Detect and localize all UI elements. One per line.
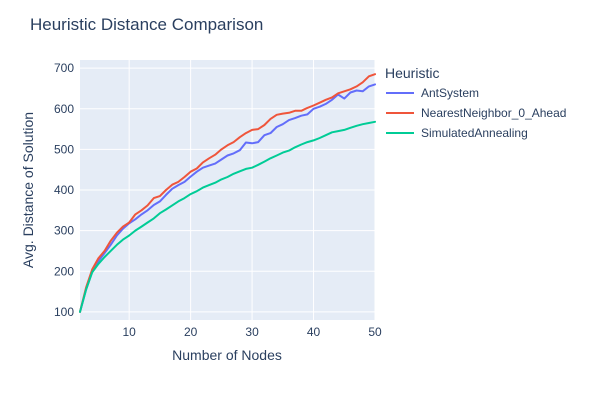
- series-line-simulatedannealing: [79, 120, 376, 313]
- y-tick-label: 300: [54, 224, 74, 238]
- legend-title: Heuristic: [385, 65, 439, 81]
- x-tick-label: 10: [122, 325, 136, 339]
- y-tick-label: 400: [54, 183, 74, 197]
- y-tick-label: 200: [54, 264, 74, 278]
- x-tick-label: 40: [307, 325, 321, 339]
- legend-item[interactable]: SimulatedAnnealing: [386, 126, 528, 140]
- legend-label: AntSystem: [421, 86, 479, 100]
- x-tick-label: 30: [245, 325, 259, 339]
- legend-label: NearestNeighbor_0_Ahead: [421, 106, 566, 120]
- series-line-nearestneighbor-0-ahead: [79, 73, 376, 313]
- y-tick-label: 700: [54, 61, 74, 75]
- y-tick-label: 100: [54, 305, 74, 319]
- series-lines: [79, 73, 376, 313]
- chart-title: Heuristic Distance Comparison: [30, 15, 263, 34]
- legend-item[interactable]: AntSystem: [386, 86, 479, 100]
- x-tick-label: 50: [368, 325, 382, 339]
- legend-items: AntSystem NearestNeighbor_0_Ahead Simulate…: [386, 86, 566, 140]
- y-axis-title: Avg. Distance of Solution: [20, 112, 36, 268]
- tick-labels: 100 200 300 400 500 600 700 10 20 30 40 50: [54, 61, 382, 339]
- y-tick-label: 600: [54, 102, 74, 116]
- legend-item[interactable]: NearestNeighbor_0_Ahead: [386, 106, 566, 120]
- x-tick-label: 20: [184, 325, 198, 339]
- y-tick-label: 500: [54, 142, 74, 156]
- x-axis-title: Number of Nodes: [172, 347, 282, 363]
- grid-lines: [80, 60, 376, 320]
- legend: Heuristic AntSystem NearestNeighbor_0_Ahe…: [385, 65, 566, 140]
- legend-label: SimulatedAnnealing: [421, 126, 528, 140]
